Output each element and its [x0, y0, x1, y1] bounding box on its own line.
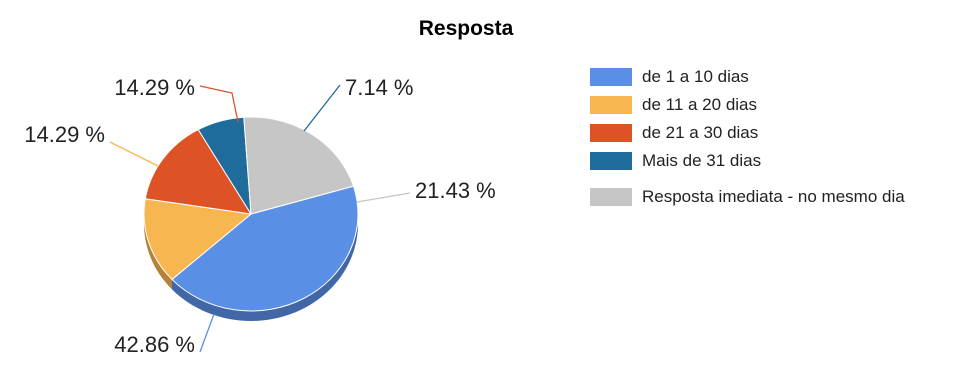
pie-slice-1	[143, 198, 253, 281]
chart-title: Resposta	[419, 17, 514, 40]
legend-label-1: de 11 a 20 dias	[642, 95, 757, 114]
pie-slices	[143, 116, 359, 312]
leader-line-4	[356, 192, 411, 203]
pie-slice-0	[171, 185, 359, 312]
pie-slice-4	[243, 116, 355, 215]
leader-line-3	[303, 84, 341, 132]
slice-label-0: 42.86 %	[114, 332, 195, 357]
legend-swatch-4	[590, 188, 632, 206]
pie-slice-2	[144, 128, 252, 215]
legend: de 1 a 10 dias de 11 a 20 dias de 21 a 30 …	[590, 67, 905, 206]
legend-swatch-0	[590, 68, 632, 86]
leader-line-1	[109, 141, 159, 167]
legend-label-0: de 1 a 10 dias	[642, 67, 749, 86]
legend-swatch-3	[590, 152, 632, 170]
leader-line-2	[199, 85, 239, 123]
slice-label-3: 7.14 %	[345, 75, 414, 100]
legend-label-4: Resposta imediata - no mesmo dia	[642, 187, 905, 206]
slice-label-4: 21.43 %	[415, 178, 496, 203]
legend-swatch-1	[590, 96, 632, 114]
slice-labels: 42.86 % 14.29 % 14.29 % 7.14 % 21.43 %	[24, 75, 495, 357]
slice-label-2: 14.29 %	[114, 75, 195, 100]
legend-swatch-2	[590, 124, 632, 142]
legend-label-3: Mais de 31 dias	[642, 151, 761, 170]
legend-label-2: de 21 a 30 dias	[642, 123, 758, 142]
slice-depth-1	[144, 214, 173, 290]
leader-line-0	[199, 313, 215, 353]
slice-label-1: 14.29 %	[24, 122, 105, 147]
